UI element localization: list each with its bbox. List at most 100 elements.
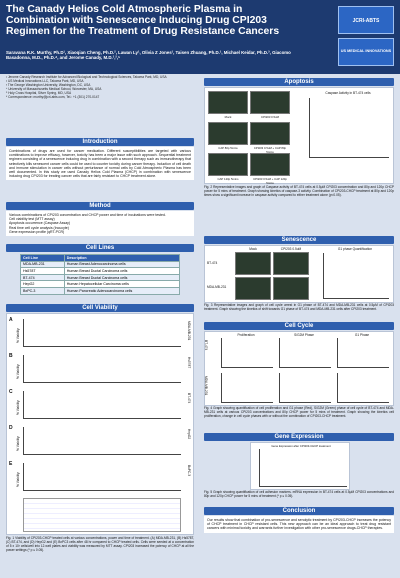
viability-figure: A % Viability MDA-MB-231 B % Viability Hs578T… [6, 313, 194, 535]
affiliation: ⁴ University of Massachusetts Medical Sc… [6, 86, 102, 91]
cell: Human Pancreatic Adenocarcinoma cells [63, 286, 181, 295]
logo: US MEDICAL INNOVATIONS [338, 38, 394, 66]
panel-title: G1 Phase [354, 333, 370, 337]
table: Cell Line Description MDA-MB-231 Human Bre… [20, 254, 181, 295]
micrograph [250, 153, 290, 176]
chart-frame [337, 338, 389, 368]
panel-letter: D [9, 425, 13, 431]
introduction-text: Combinations of drugs are used for cance… [6, 147, 194, 181]
chart-frame [23, 463, 181, 491]
section-heading: Cell Lines [6, 244, 194, 252]
chart-frame [337, 373, 389, 403]
row-label: BT-474 [204, 340, 208, 351]
micrograph [208, 153, 248, 176]
figure-caption: Fig. 1 Viability of CPI203-CHCP treated … [6, 536, 194, 552]
panel-letter: A [9, 317, 13, 323]
image-label: CAP 120p 5mins [217, 177, 239, 181]
figure-caption: Fig. 3 Representative images and graph o… [204, 303, 394, 311]
chart-frame [279, 373, 331, 403]
section-heading: Method [6, 202, 194, 210]
column-label: CPI203 0.5uM [280, 247, 302, 251]
micrograph [273, 277, 309, 300]
micrograph [250, 122, 290, 145]
section-heading: Apoptosis [204, 78, 394, 86]
image-label: CPI203 0.5uM + CAP 80p 5mins [253, 146, 287, 154]
affiliations: ¹ Jerome Canady Research Institute for A… [6, 75, 196, 99]
chart-frame [221, 373, 273, 403]
panel-name: HepG2 [187, 429, 191, 440]
panel-name: MDA-MB-231 [187, 321, 191, 341]
method-item: Cell viability test (MTT assay) [9, 217, 55, 222]
apoptosis-figure: Mock CPI203 0.5uM CAP 80p 5mins CPI203 0.5u… [204, 87, 394, 185]
chart-frame [221, 338, 273, 368]
column-header: Description [63, 254, 181, 262]
affiliation: ¹ Jerome Canady Research Institute for A… [6, 75, 167, 79]
method-item: Real time cell cycle analysis (Incucyte) [9, 225, 69, 230]
image-label: Mock [224, 115, 232, 119]
y-axis-label: % Viability [16, 472, 20, 487]
micrograph [208, 122, 248, 145]
cell: BT-474 [20, 273, 65, 282]
panel-letter: E [9, 461, 13, 467]
section-heading: Conclusion [204, 507, 394, 515]
table-row: HepG2 Human Hepatocellular Carcinoma cell… [20, 280, 181, 288]
micrograph [250, 91, 290, 114]
table-row: MDA-MB-231 Human Breast Adenocarcinoma ce… [20, 260, 181, 269]
micrograph [235, 277, 271, 300]
column-header: Cell Line [20, 254, 65, 262]
chart-frame [23, 427, 181, 455]
cell: MDA-MB-231 [20, 260, 65, 269]
row-label: MDA-MB-231 [207, 285, 227, 289]
cell-cycle-figure: BT-474 MDA-MB-231 Proliferation S/G2M Phase… [204, 331, 394, 406]
figure-caption: Fig. 2 Representative images and graph o… [204, 185, 394, 197]
affiliation: * Correspondence: murthy@jcri-abts.com, … [6, 94, 100, 99]
micrograph [208, 91, 248, 114]
row-label: BT-474 [207, 261, 218, 265]
micrograph [235, 252, 271, 275]
method-item: Various combinations of CPI203 concentra… [9, 213, 166, 217]
method-item: Gene expression profile (qRT-PCR) [9, 229, 65, 234]
cell: Hs578T [20, 267, 65, 275]
section-heading: Gene Expression [204, 433, 394, 441]
panel-title: S/G2M Phase [294, 333, 314, 337]
gene-expression-figure: Gene Expression after CPI203-CHCP treatm… [250, 442, 350, 490]
section-heading: Cell Cycle [204, 322, 394, 330]
table-row: BxPC-3 Human Pancreatic Adenocarcinoma ce… [20, 286, 181, 295]
authors: Saravana R.K. Murthy, Ph.D¹, Xiaoqian Ch… [6, 50, 291, 60]
chart-frame [23, 355, 181, 383]
header-band [0, 0, 400, 74]
section-heading: Cell Viability [6, 304, 194, 312]
affiliation: ³ The George Washington University, Wash… [6, 82, 91, 87]
logo: JCRI-ABTS [338, 6, 394, 34]
method-item: Apoptosis occurrence (Caspase Assay) [9, 221, 71, 226]
panel-name: BxPC-3 [187, 465, 191, 476]
panel-title: Proliferation [237, 333, 255, 337]
row-label: MDA-MB-231 [204, 376, 208, 396]
table-header: Cell Line Description [20, 254, 181, 262]
chart-title: Caspase Activity in BT-474 cells [325, 91, 371, 95]
section-heading: Introduction [6, 138, 194, 146]
panel-letter: C [9, 389, 13, 395]
panel-name: BT-474 [187, 393, 191, 404]
method-list: Various combinations of CPI203 concentra… [6, 211, 194, 237]
cell: BxPC-3 [20, 286, 65, 295]
y-axis-label: % Viability [16, 364, 20, 379]
cell: Human Breast Adenocarcinoma cells [63, 260, 181, 269]
affiliation: ⁵ Holy Cross Hospital, Silver Spring, MD… [6, 90, 72, 95]
chart-frame [259, 449, 347, 487]
treatment-grid [23, 498, 181, 532]
table-row: Hs578T Human Breast Ductal Carcinoma cell… [20, 267, 181, 275]
cell: Human Breast Ductal Carcinoma cells [63, 267, 181, 275]
cell: Human Breast Ductal Carcinoma cells [63, 273, 181, 282]
chart-frame [309, 98, 389, 158]
chart-frame [23, 319, 181, 347]
section-heading: Senescence [204, 236, 394, 244]
affiliation: ² US Medical Innovations LLC, Takoma Par… [6, 78, 84, 83]
chart-title: G1 phase Quantification [337, 247, 373, 251]
y-axis-label: % Viability [16, 328, 20, 343]
micrograph [273, 252, 309, 275]
image-label: CPI203 0.5uM + CAP 120p 5mins [253, 177, 287, 185]
chart-frame [23, 391, 181, 419]
panel-letter: B [9, 353, 13, 359]
